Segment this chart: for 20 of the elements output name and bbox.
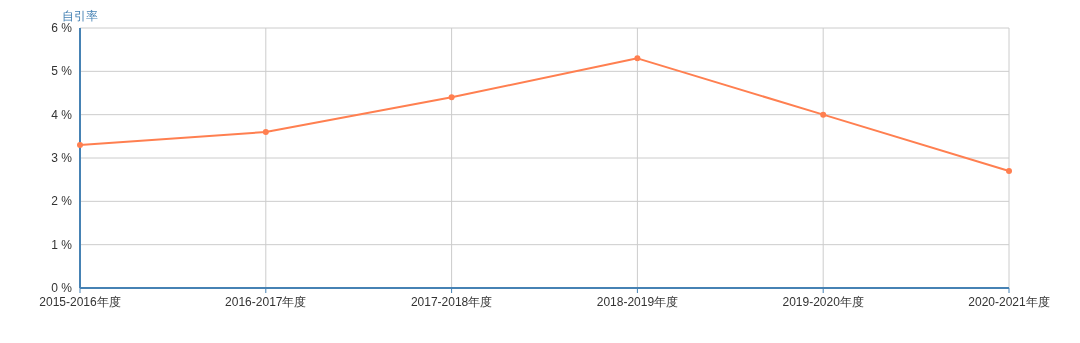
x-tick-label: 2017-2018年度 [410, 295, 493, 309]
point [262, 129, 269, 135]
x-tick-label: 2019-2020年度 [782, 295, 864, 309]
point [77, 142, 83, 148]
y-tick-label: 6 % [51, 21, 73, 35]
y-tick-label: 3 % [51, 151, 73, 165]
y-tick-label: 1 % [51, 237, 73, 252]
x-tick-label: 2016-2017年度 [225, 295, 307, 309]
point [634, 55, 641, 62]
point [820, 111, 827, 118]
point [1006, 168, 1012, 174]
x-tick-label: 2015-2016年度 [39, 295, 121, 309]
x-tick-label: 2020-2021年度 [968, 295, 1050, 309]
x-tick-label: 2018-2019年度 [596, 295, 679, 309]
y-axis-title: 自引率 [62, 9, 98, 23]
y-tick-label: 5 % [51, 64, 73, 79]
y-tick-label: 2 % [51, 194, 73, 209]
point [448, 94, 455, 101]
y-tick-label: 0 % [51, 281, 73, 295]
y-tick-label: 4 % [51, 107, 73, 122]
